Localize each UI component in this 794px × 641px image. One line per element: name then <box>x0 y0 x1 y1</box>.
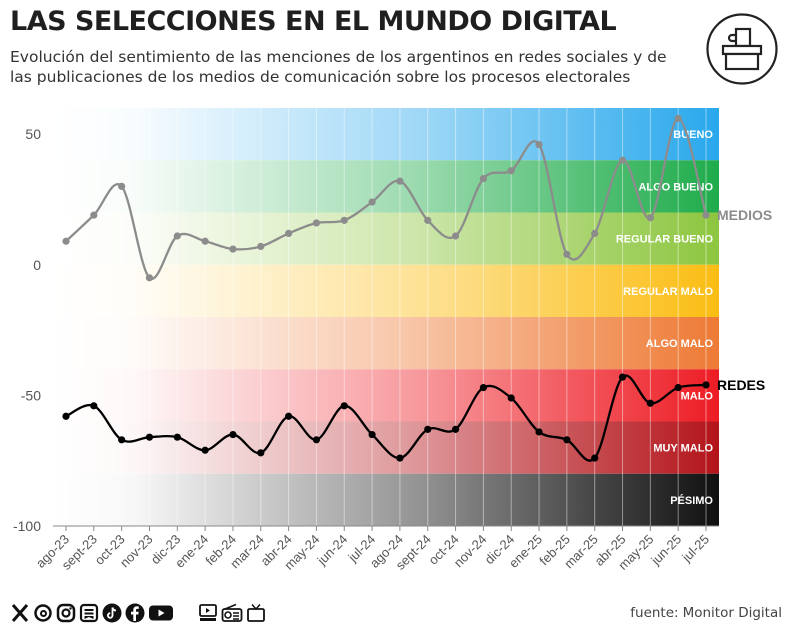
ballot-box-icon <box>706 13 778 85</box>
point-redes-ene-24[interactable] <box>201 446 209 454</box>
band-label-regular-malo: REGULAR MALO <box>623 286 713 298</box>
podcast-icon[interactable] <box>198 603 218 623</box>
point-medios-ene-24[interactable] <box>201 237 209 245</box>
point-redes-ago-24[interactable] <box>396 454 404 462</box>
series-label-redes: REDES <box>717 377 765 393</box>
point-redes-mar-25[interactable] <box>591 454 599 462</box>
point-medios-jul-25[interactable] <box>702 211 710 219</box>
band-fade-overlay <box>53 108 719 526</box>
point-medios-nov-23[interactable] <box>145 274 154 282</box>
point-medios-abr-24[interactable] <box>285 229 293 237</box>
point-medios-dic-24[interactable] <box>507 167 515 175</box>
point-redes-abr-25[interactable] <box>618 373 627 381</box>
point-medios-mar-25[interactable] <box>591 229 599 237</box>
instagram-icon[interactable] <box>56 603 76 623</box>
source-credit: fuente: Monitor Digital <box>626 605 782 621</box>
band-labels: BUENO ALGO BUENO REGULAR BUENO REGULAR MALO… <box>616 129 714 507</box>
point-medios-sept-24[interactable] <box>424 216 432 224</box>
point-redes-nov-24[interactable] <box>479 383 487 392</box>
point-redes-oct-24[interactable] <box>451 425 460 433</box>
band-label-muy-malo: MUY MALO <box>653 443 713 455</box>
point-medios-ago-24[interactable] <box>396 177 404 185</box>
x-tick-label: jun-24 <box>314 532 351 569</box>
point-medios-feb-24[interactable] <box>229 245 237 253</box>
y-tick-label: 0 <box>33 257 41 273</box>
point-medios-mar-24[interactable] <box>257 242 265 251</box>
point-medios-oct-24[interactable] <box>451 232 460 240</box>
point-medios-nov-24[interactable] <box>479 174 487 183</box>
point-medios-jun-25[interactable] <box>674 114 682 123</box>
point-redes-mar-24[interactable] <box>257 449 265 457</box>
point-medios-may-24[interactable] <box>312 219 321 227</box>
youtube-icon[interactable] <box>148 603 174 623</box>
point-redes-ago-23[interactable] <box>62 412 70 420</box>
band-label-bueno: BUENO <box>673 129 713 141</box>
point-medios-oct-23[interactable] <box>118 182 126 190</box>
point-redes-may-25[interactable] <box>646 399 654 407</box>
point-redes-feb-25[interactable] <box>563 436 571 444</box>
point-medios-ene-25[interactable] <box>535 140 543 149</box>
tv-icon[interactable] <box>246 603 266 623</box>
tiktok-icon[interactable] <box>102 603 122 623</box>
source-label: fuente: <box>630 605 679 621</box>
sentiment-line-chart: BUENO ALGO BUENO REGULAR BUENO REGULAR MALO… <box>13 108 772 573</box>
band-label-algo-malo: ALGO MALO <box>646 338 714 350</box>
point-redes-dic-23[interactable] <box>173 433 181 441</box>
source-value: Monitor Digital <box>682 605 782 621</box>
x-icon[interactable] <box>10 603 30 623</box>
point-redes-sept-23[interactable] <box>90 402 98 410</box>
radio-icon[interactable] <box>221 603 243 623</box>
point-medios-may-25[interactable] <box>646 214 654 222</box>
point-medios-ago-23[interactable] <box>62 237 70 245</box>
facebook-icon[interactable] <box>125 603 145 623</box>
point-medios-sept-23[interactable] <box>90 211 98 219</box>
page-title: LAS SELECCIONES EN EL MUNDO DIGITAL <box>10 6 617 37</box>
x-tick-label: jul-25 <box>678 532 712 566</box>
point-redes-abr-24[interactable] <box>285 412 293 420</box>
point-medios-dic-23[interactable] <box>173 232 181 240</box>
point-redes-ene-25[interactable] <box>535 428 543 436</box>
point-medios-jul-24[interactable] <box>368 198 376 206</box>
band-label-pesimo: PÉSIMO <box>670 494 713 507</box>
point-redes-jun-25[interactable] <box>674 383 682 392</box>
x-tick-label: jun-25 <box>647 532 684 569</box>
band-label-malo: MALO <box>681 390 714 402</box>
band-label-regular-bueno: REGULAR BUENO <box>616 234 714 246</box>
point-redes-oct-23[interactable] <box>118 436 126 444</box>
y-tick-label: 50 <box>25 126 41 142</box>
series-label-medios: MEDIOS <box>717 207 772 223</box>
point-medios-feb-25[interactable] <box>563 250 571 258</box>
point-redes-jun-24[interactable] <box>340 402 348 410</box>
series-points <box>62 114 710 462</box>
threads-icon[interactable] <box>33 603 53 623</box>
point-medios-jun-24[interactable] <box>340 216 348 224</box>
substack-icon[interactable] <box>79 603 99 623</box>
point-medios-abr-25[interactable] <box>618 156 627 164</box>
point-redes-jul-25[interactable] <box>702 381 710 389</box>
social-icons-row <box>10 603 266 623</box>
band-label-algo-bueno: ALGO BUENO <box>638 181 713 193</box>
point-redes-feb-24[interactable] <box>229 430 237 439</box>
page-subtitle: Evolución del sentimiento de las mencion… <box>10 48 667 86</box>
point-redes-dic-24[interactable] <box>507 394 515 402</box>
y-tick-label: -100 <box>13 518 41 534</box>
y-axis: 50 0 -50 -100 <box>13 126 41 534</box>
point-redes-nov-23[interactable] <box>145 433 154 441</box>
point-redes-sept-24[interactable] <box>424 425 432 433</box>
y-tick-label: -50 <box>21 387 41 403</box>
x-axis: ago-23sept-23oct-23nov-23dic-23ene-24feb… <box>33 525 719 573</box>
series-labels: MEDIOS REDES <box>717 207 772 393</box>
point-redes-may-24[interactable] <box>312 436 321 444</box>
point-redes-jul-24[interactable] <box>368 430 376 439</box>
